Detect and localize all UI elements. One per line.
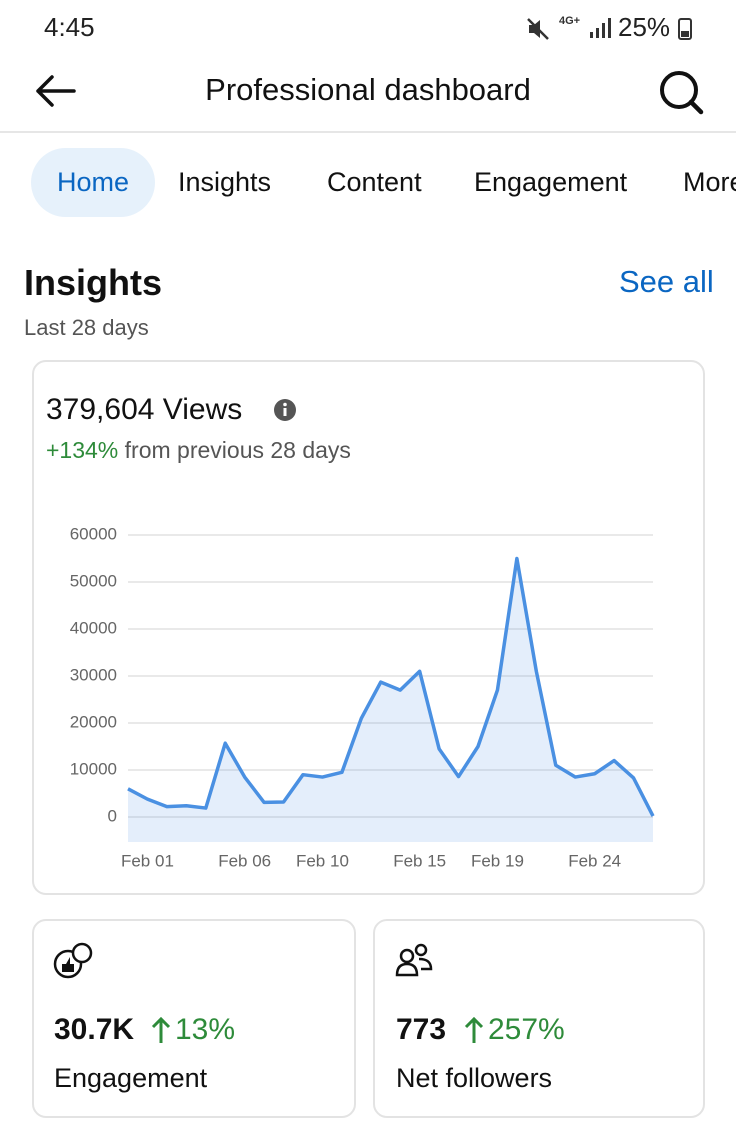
views-card xyxy=(32,360,705,895)
tab[interactable]: Content xyxy=(327,167,422,197)
stat-card xyxy=(32,919,356,1118)
area-fill xyxy=(128,558,653,842)
views-change-row: +134% from previous 28 days xyxy=(46,437,351,464)
tab[interactable]: Insights xyxy=(178,167,272,197)
info-icon[interactable] xyxy=(273,398,297,422)
stat-value: 30.7K xyxy=(54,1013,135,1046)
y-tick-label: 60000 xyxy=(70,524,117,543)
stat-label: Engagement xyxy=(54,1063,208,1093)
followers-icon xyxy=(395,943,433,977)
y-tick-label: 10000 xyxy=(70,759,117,778)
stat-label: Net followers xyxy=(396,1063,553,1093)
x-tick-label: Feb 19 xyxy=(471,851,524,870)
battery-label: 25% xyxy=(618,12,671,42)
up-arrow-icon xyxy=(464,1016,484,1043)
y-tick-label: 50000 xyxy=(70,571,117,590)
y-tick-label: 40000 xyxy=(70,618,117,637)
views-change: +134% xyxy=(46,437,119,463)
views-chart: 0 10000 20000 30000 40000 50000 60000 Feb 01 Feb… xyxy=(70,524,655,870)
search-button[interactable] xyxy=(656,68,706,116)
x-tick-label: Feb 15 xyxy=(393,851,446,870)
tab-bar: Home Insights Content Engagement More xyxy=(0,148,736,218)
network-label: 4G+ xyxy=(559,15,581,27)
stat-change: 257% xyxy=(488,1013,565,1046)
see-all-link[interactable]: See all xyxy=(619,264,714,299)
y-tick-label: 30000 xyxy=(70,665,117,684)
header-title: Professional dashboard xyxy=(205,72,531,107)
x-tick-label: Feb 01 xyxy=(121,851,174,870)
tab[interactable]: Home xyxy=(31,148,155,217)
stat-card xyxy=(373,919,705,1118)
section-subtitle: Last 28 days xyxy=(24,315,149,340)
section-title: Insights xyxy=(24,262,163,303)
back-button[interactable] xyxy=(30,70,78,112)
x-tick-label: Feb 06 xyxy=(218,851,271,870)
engagement-icon xyxy=(53,942,93,979)
mute-icon xyxy=(527,18,549,40)
header-divider xyxy=(0,131,736,133)
views-total: 379,604 Views xyxy=(46,393,243,426)
battery-icon xyxy=(678,18,692,40)
tab[interactable]: More xyxy=(683,167,736,197)
stat-change: 13% xyxy=(175,1013,236,1046)
status-time: 4:45 xyxy=(44,12,95,42)
signal-icon xyxy=(590,18,611,38)
tab[interactable]: Engagement xyxy=(474,167,628,197)
y-tick-label: 20000 xyxy=(70,712,117,731)
x-tick-label: Feb 24 xyxy=(568,851,621,870)
up-arrow-icon xyxy=(151,1016,171,1043)
x-tick-label: Feb 10 xyxy=(296,851,349,870)
y-tick-label: 0 xyxy=(108,806,117,825)
stat-value: 773 xyxy=(396,1013,447,1046)
line xyxy=(127,556,655,817)
views-change-text: from previous 28 days xyxy=(124,437,351,463)
